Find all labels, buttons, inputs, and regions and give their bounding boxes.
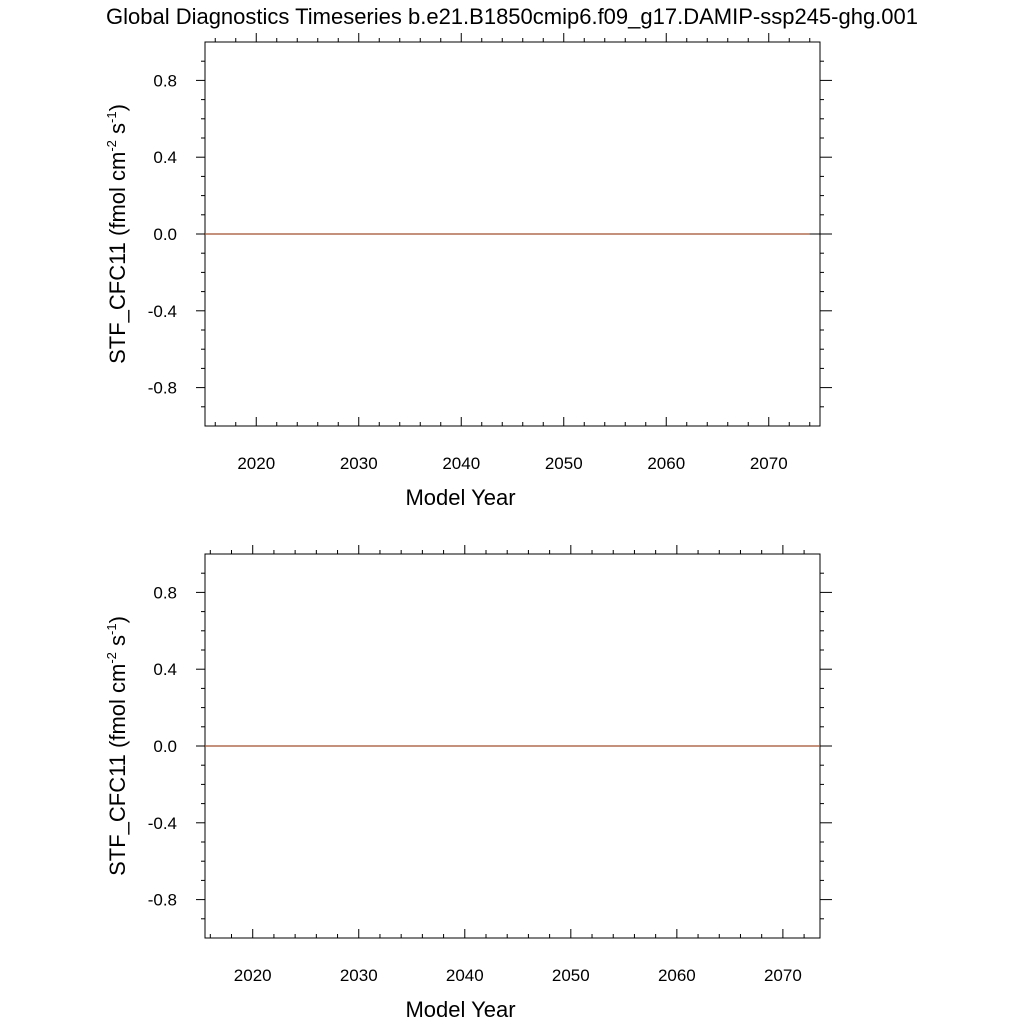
chart-1-x-tick-label: 2060: [647, 454, 685, 473]
chart-1-y-axis-title-superscript: -1: [104, 111, 119, 123]
chart-2-y-tick-label: 0.4: [153, 660, 177, 679]
chart-1-y-axis-title-superscript: -2: [104, 140, 119, 152]
chart-1-y-axis-title-part: s: [105, 123, 130, 140]
chart-1-y-tick-label: -0.8: [148, 379, 177, 398]
chart-panel-top: 2020 2030 2040 2050 2060 2070 0.8 0.4 0.0 -0.4 -0.…: [104, 33, 832, 510]
chart-1-x-tick-label: 2050: [545, 454, 583, 473]
chart-1-y-axis-title-part: STF_CFC11 (fmol cm: [105, 152, 130, 364]
chart-2-y-axis-title-part: s: [105, 635, 130, 652]
chart-1-x-tick-label: 2030: [340, 454, 378, 473]
chart-1-x-axis-title: Model Year: [405, 485, 515, 510]
chart-2-y-axis-title-part: ): [105, 616, 130, 623]
chart-2-y-tick-label: -0.4: [148, 814, 177, 833]
chart-2-y-tick-label: -0.8: [148, 891, 177, 910]
chart-1-y-axis-title-part: ): [105, 104, 130, 111]
chart-2-y-tick-label: 0.8: [153, 583, 177, 602]
chart-2-y-axis-title-part: STF_CFC11 (fmol cm: [105, 664, 130, 876]
chart-2-y-axis-title: STF_CFC11 (fmol cm-2 s-1): [104, 616, 130, 876]
chart-1-y-tick-label: 0.0: [153, 225, 177, 244]
chart-2-x-tick-label: 2020: [234, 966, 272, 985]
chart-panel-bottom: 2020 2030 2040 2050 2060 2070 0.8 0.4 0.0 -0.4 -0.…: [104, 545, 832, 1022]
chart-1-y-tick-label: -0.4: [148, 302, 177, 321]
chart-2-x-tick-label: 2070: [764, 966, 802, 985]
chart-2-y-axis-title-superscript: -1: [104, 623, 119, 635]
chart-1-y-tick-label: 0.8: [153, 71, 177, 90]
figure-title: Global Diagnostics Timeseries b.e21.B185…: [106, 4, 918, 29]
chart-1-y-tick-label: 0.4: [153, 148, 177, 167]
chart-2-x-tick-label: 2050: [552, 966, 590, 985]
chart-1-x-tick-label: 2020: [237, 454, 275, 473]
chart-2-y-axis-title-superscript: -2: [104, 652, 119, 664]
chart-2-x-tick-label: 2040: [446, 966, 484, 985]
chart-1-x-tick-label: 2040: [442, 454, 480, 473]
chart-2-y-tick-label: 0.0: [153, 737, 177, 756]
chart-2-x-tick-label: 2060: [658, 966, 696, 985]
chart-2-x-axis-title: Model Year: [405, 997, 515, 1022]
chart-1-y-axis-title: STF_CFC11 (fmol cm-2 s-1): [104, 104, 130, 364]
chart-2-x-tick-label: 2030: [340, 966, 378, 985]
chart-1-x-tick-label: 2070: [750, 454, 788, 473]
